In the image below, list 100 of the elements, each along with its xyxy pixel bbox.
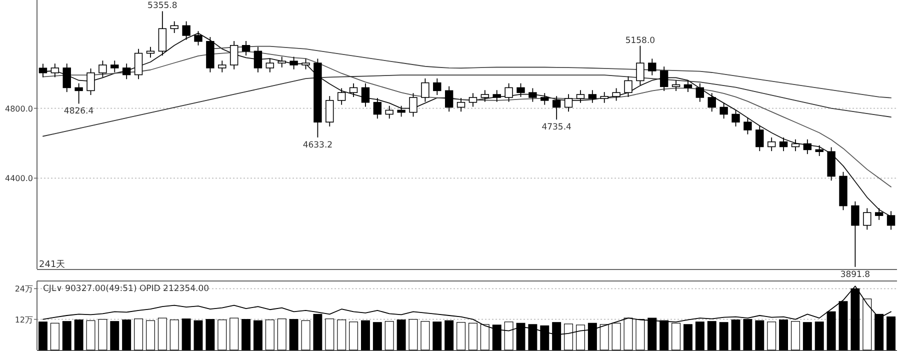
bar <box>360 320 370 350</box>
bar <box>194 320 203 350</box>
bar <box>802 322 812 350</box>
bar <box>719 322 728 350</box>
bar <box>218 320 227 350</box>
candlestick <box>158 10 167 56</box>
candlestick <box>744 117 752 135</box>
candlestick <box>612 88 620 102</box>
bar <box>325 318 334 350</box>
candlestick <box>194 30 202 46</box>
bar <box>695 322 704 350</box>
candlestick <box>684 80 692 93</box>
y-tick-label: 4400.0 <box>5 174 33 184</box>
candlestick <box>182 20 190 40</box>
annotation: 5355.8 <box>148 1 178 12</box>
bar <box>253 320 262 350</box>
bar <box>122 320 132 350</box>
bar <box>50 322 60 350</box>
candlestick <box>122 63 131 80</box>
bar <box>110 321 120 350</box>
candlestick <box>385 105 394 120</box>
bar <box>62 321 72 350</box>
y-tick-label: 12万 <box>14 315 33 324</box>
candlestick <box>349 82 358 98</box>
candlestick <box>708 92 716 112</box>
bar <box>230 318 239 350</box>
candlestick <box>302 58 310 70</box>
candlestick <box>815 144 824 156</box>
candlestick <box>50 63 60 78</box>
bar <box>158 318 167 350</box>
candlestick <box>504 82 513 102</box>
annotation: 5158.0 <box>625 36 656 46</box>
candlestick <box>767 137 776 152</box>
candlestick <box>409 92 418 118</box>
bar <box>420 321 430 350</box>
bar <box>814 322 824 350</box>
candlestick <box>886 210 896 230</box>
candlestick <box>266 58 274 73</box>
candlestick <box>636 45 644 86</box>
candlestick <box>337 88 346 106</box>
bar <box>456 322 466 350</box>
candlestick <box>492 90 501 102</box>
chart-title: CJL∨ 90327.00(49:51) OPID 212354.00 <box>43 284 210 294</box>
bar <box>289 319 298 350</box>
bar <box>98 319 108 350</box>
candlestick <box>86 68 95 96</box>
candlestick <box>98 60 107 78</box>
candlestick <box>444 86 454 112</box>
bar <box>277 318 286 350</box>
bar <box>731 320 740 350</box>
candlestick <box>552 96 561 120</box>
bar <box>396 320 406 350</box>
candlestick <box>433 78 442 96</box>
annotation: 241天 <box>39 259 66 270</box>
bar <box>301 320 310 350</box>
candlestick <box>624 76 632 98</box>
bar <box>886 316 896 350</box>
candlestick <box>648 58 656 76</box>
candlestick <box>254 46 262 73</box>
bar <box>372 322 382 350</box>
bar <box>170 320 179 350</box>
candlestick <box>803 138 812 155</box>
bar <box>38 322 48 350</box>
candlestick <box>62 63 71 93</box>
candlestick <box>170 20 178 34</box>
candlestick <box>756 125 764 152</box>
annotation: 4633.2 <box>302 140 333 150</box>
y-tick-label: 4800.0 <box>5 104 33 114</box>
candlestick <box>480 90 490 102</box>
candlestick <box>576 90 585 104</box>
candlestick <box>468 92 478 108</box>
candlestick <box>779 137 788 152</box>
bar <box>74 320 84 350</box>
candlestick <box>720 102 728 120</box>
candlestick <box>660 66 668 92</box>
bar <box>349 322 358 350</box>
candlestick <box>278 56 286 68</box>
candlestick <box>373 98 382 120</box>
bar <box>755 320 764 350</box>
bar <box>265 320 274 350</box>
annotation: 3891.8 <box>840 270 870 280</box>
candlestick <box>134 48 143 80</box>
candlestick <box>863 208 872 230</box>
candlestick <box>588 90 597 104</box>
candlestick <box>791 138 800 152</box>
candlestick <box>290 56 298 70</box>
bar <box>337 320 346 350</box>
candlestick <box>732 109 740 127</box>
candlestick <box>672 80 680 92</box>
bar <box>182 318 191 350</box>
bar <box>432 322 442 350</box>
bar <box>408 319 418 350</box>
candlestick <box>242 40 250 56</box>
annotation: 4735.4 <box>542 122 572 133</box>
candlestick <box>74 82 83 104</box>
candlestick <box>110 60 119 73</box>
candlestick <box>696 82 704 102</box>
candlestick <box>851 200 860 268</box>
candlestick <box>218 60 226 73</box>
bar <box>134 318 144 350</box>
